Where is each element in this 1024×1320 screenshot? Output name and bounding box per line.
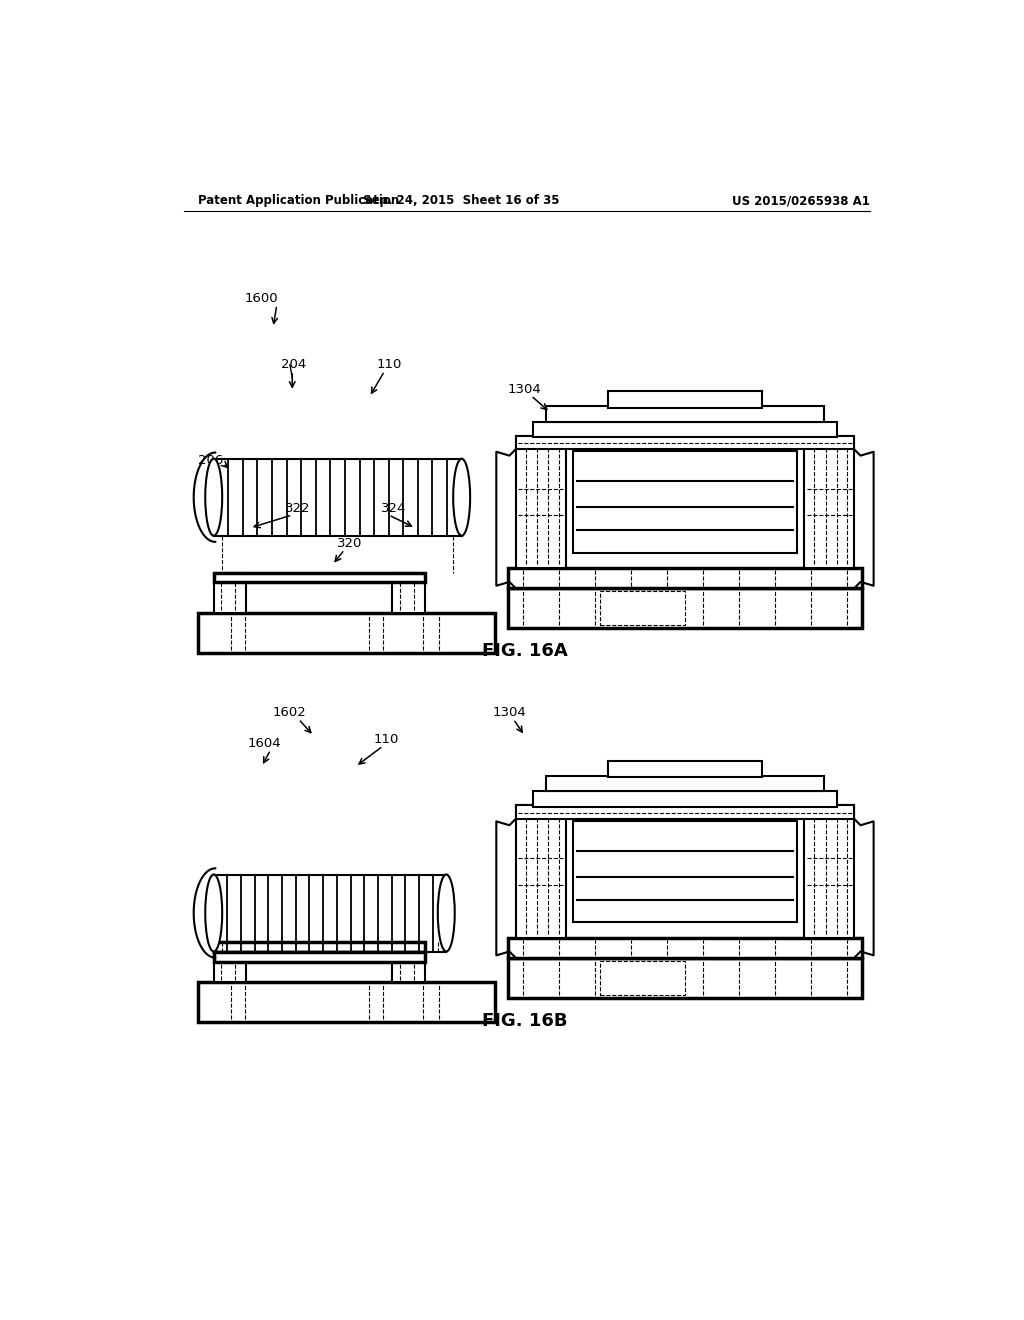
Bar bbox=[547, 776, 823, 792]
Bar bbox=[608, 391, 762, 408]
Bar bbox=[600, 591, 685, 626]
Bar bbox=[515, 436, 854, 449]
Text: 322: 322 bbox=[285, 502, 310, 515]
Text: 1602: 1602 bbox=[273, 706, 307, 719]
Text: 324: 324 bbox=[381, 502, 407, 515]
Bar bbox=[199, 612, 495, 653]
Bar bbox=[573, 451, 797, 553]
Bar bbox=[214, 942, 246, 982]
Bar bbox=[532, 422, 838, 437]
Bar bbox=[214, 573, 425, 582]
Bar bbox=[515, 436, 565, 568]
Bar bbox=[199, 982, 495, 1022]
Bar bbox=[600, 961, 685, 995]
Text: 110: 110 bbox=[373, 733, 398, 746]
Bar bbox=[573, 821, 797, 923]
Text: Sep. 24, 2015  Sheet 16 of 35: Sep. 24, 2015 Sheet 16 of 35 bbox=[364, 194, 560, 207]
Ellipse shape bbox=[454, 459, 470, 536]
Ellipse shape bbox=[205, 875, 222, 952]
Text: 320: 320 bbox=[337, 537, 362, 550]
Bar bbox=[508, 589, 862, 628]
Bar bbox=[508, 568, 862, 589]
Text: FIG. 16A: FIG. 16A bbox=[482, 643, 567, 660]
Text: Patent Application Publication: Patent Application Publication bbox=[199, 194, 399, 207]
Text: 1604: 1604 bbox=[248, 737, 282, 750]
Bar bbox=[214, 952, 425, 962]
Bar bbox=[392, 942, 425, 982]
Bar bbox=[532, 792, 838, 807]
Text: 206: 206 bbox=[199, 454, 223, 467]
Bar bbox=[214, 573, 246, 612]
Text: 110: 110 bbox=[377, 358, 402, 371]
Text: 1304: 1304 bbox=[508, 383, 542, 396]
Bar bbox=[608, 760, 762, 777]
Bar bbox=[804, 805, 854, 937]
Ellipse shape bbox=[438, 875, 455, 952]
Bar bbox=[515, 805, 565, 937]
Bar bbox=[804, 436, 854, 568]
Text: FIG. 16B: FIG. 16B bbox=[482, 1012, 567, 1030]
Bar bbox=[508, 937, 862, 958]
Bar bbox=[508, 958, 862, 998]
Text: US 2015/0265938 A1: US 2015/0265938 A1 bbox=[731, 194, 869, 207]
Text: 204: 204 bbox=[281, 358, 306, 371]
Bar bbox=[214, 942, 425, 952]
Ellipse shape bbox=[205, 459, 222, 536]
Bar bbox=[392, 573, 425, 612]
Bar bbox=[515, 805, 854, 818]
Text: 1304: 1304 bbox=[493, 706, 526, 719]
Bar bbox=[547, 407, 823, 422]
Text: 1600: 1600 bbox=[245, 292, 279, 305]
